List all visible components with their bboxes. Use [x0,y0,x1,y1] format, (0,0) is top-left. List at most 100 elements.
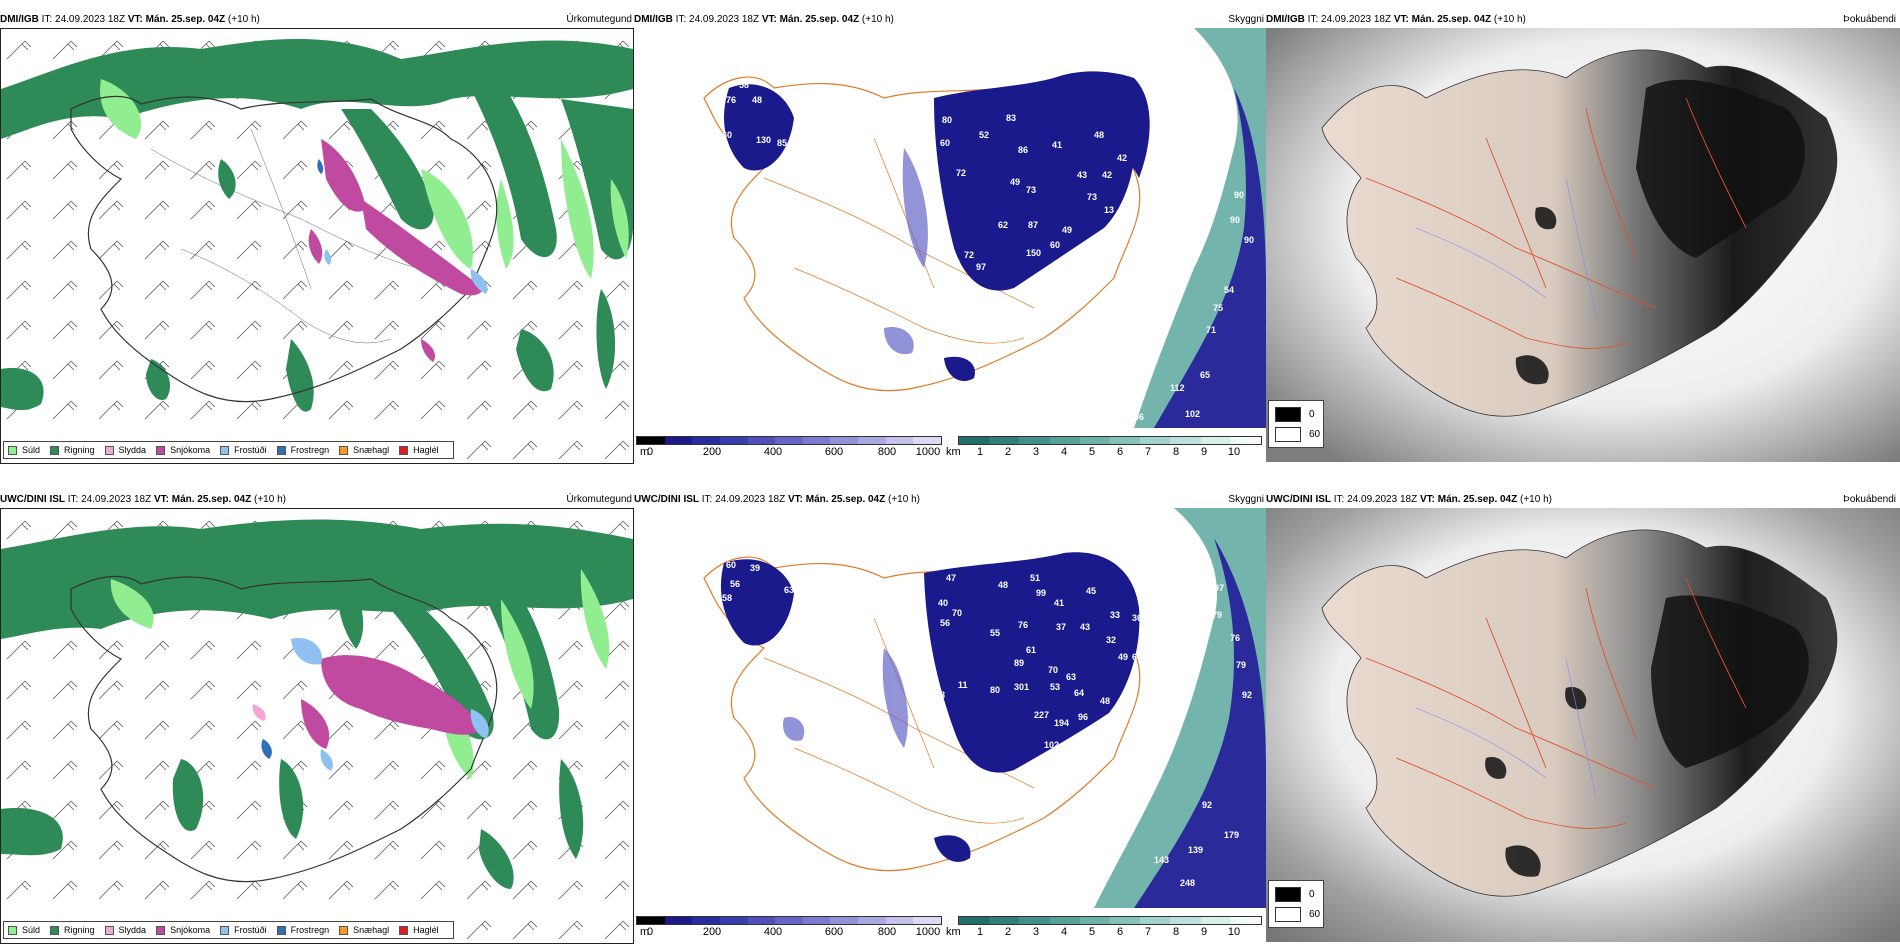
tick: 2 [1004,446,1012,458]
visibility-colorbar-stops [958,916,1262,925]
svg-text:86: 86 [1018,145,1028,155]
it-value: 24.09.2023 18Z [55,14,126,25]
svg-text:56: 56 [730,579,740,589]
svg-text:139: 139 [1044,272,1059,282]
svg-text:79: 79 [1236,660,1246,670]
svg-text:60: 60 [726,560,736,570]
panel-header: UWC/DINI ISL IT: 24.09.2023 18Z VT: Mán.… [0,492,634,508]
swatch [220,925,230,935]
ceiling-ticks: m 0 200 400 600 800 1000 [636,445,942,459]
fog-legend: 0 60 [1268,880,1324,928]
svg-text:162: 162 [1038,288,1053,298]
svg-text:71: 71 [1206,325,1216,335]
legend-item-frostudi: Frostúði [220,445,267,455]
panel-title: Úrkomutegund [566,14,632,25]
lead-time: (+10 h) [254,494,286,505]
precip-map-canvas [1,29,633,463]
svg-text:58: 58 [722,593,732,603]
svg-text:60: 60 [940,138,950,148]
svg-text:43: 43 [1077,170,1087,180]
svg-text:76: 76 [1018,620,1028,630]
legend-item-frostregn: Frostregn [276,445,329,455]
svg-text:92: 92 [1202,800,1212,810]
fog-map: 0 60 [1266,28,1900,464]
legend-item-haglel: Haglél [399,925,439,935]
tick: 8 [1172,926,1180,938]
tick: 1 [976,446,984,458]
panel-title: Skyggni [1228,14,1264,25]
svg-text:102: 102 [1185,409,1200,419]
ceiling-colorbar-stops [636,436,942,445]
swatch [50,925,60,935]
svg-text:79: 79 [1212,610,1222,620]
swatch [1275,887,1301,902]
it-value: 24.09.2023 18Z [81,494,152,505]
legend-item-rigning: Rigning [50,925,95,935]
svg-text:76: 76 [1230,633,1240,643]
panel-title: Þokuábendi [1843,494,1896,505]
svg-text:49: 49 [1118,652,1128,662]
tick: 400 [763,446,783,458]
svg-text:48: 48 [752,95,762,105]
vt-label: VT: [1419,494,1435,505]
svg-text:90: 90 [1244,235,1254,245]
precip-map: Súld Rigning Slydda Snjókoma Frostúði Fr… [0,28,634,464]
swatch [276,445,286,455]
svg-text:112: 112 [1170,383,1185,393]
svg-text:15: 15 [914,878,924,888]
panel-header: DMI/IGB IT: 24.09.2023 18Z VT: Mán. 25.s… [1266,12,1900,28]
model-name: DMI/IGB [634,14,673,25]
tick: 200 [702,926,722,938]
swatch [339,925,349,935]
svg-text:72: 72 [964,250,974,260]
fog-legend-label: 60 [1309,909,1321,920]
it-label: IT: [701,494,713,505]
fog-legend-label: 60 [1309,429,1321,440]
svg-text:35: 35 [938,870,948,880]
swatch [156,445,166,455]
svg-text:64: 64 [1074,688,1084,698]
svg-text:45: 45 [1086,586,1096,596]
svg-text:56: 56 [940,618,950,628]
visibility-ticks: km 1 2 3 4 5 6 7 8 9 10 [946,445,1262,459]
svg-text:53: 53 [1050,682,1060,692]
tick: 200 [702,446,722,458]
ceiling-unit: m [640,926,650,938]
svg-text:49: 49 [1010,177,1020,187]
svg-text:130: 130 [756,135,771,145]
swatch [8,925,17,935]
legend-label: Rigning [64,925,95,935]
svg-text:73: 73 [1087,192,1097,202]
fog-panel-top: DMI/IGB IT: 24.09.2023 18Z VT: Mán. 25.s… [1266,12,1900,464]
legend-label: Haglél [413,925,439,935]
ceiling-unit: m [640,446,650,458]
legend-label: Slydda [118,445,147,455]
cloud-map: 60 39 56 58 63 47 48 51 99 41 45 33 36 9… [634,508,1266,944]
svg-text:70: 70 [1118,278,1128,288]
svg-text:48: 48 [1094,130,1104,140]
tick: 0 [646,926,654,938]
legend-label: Snjókoma [170,445,211,455]
vt-value: Mán. 25.sep. 04Z [171,494,252,505]
cloud-panel-bottom: UWC/DINI ISL IT: 24.09.2023 18Z VT: Mán.… [634,492,1266,944]
cloud-value-labels: 58 76 48 60 130 85 80 60 83 41 48 52 42 … [722,80,1254,422]
svg-text:61: 61 [1026,645,1036,655]
svg-text:60: 60 [722,130,732,140]
swatch [156,925,166,935]
it-value: 24.09.2023 18Z [689,14,760,25]
legend-item-snjokoma: Snjókoma [156,925,210,935]
svg-text:51: 51 [1030,573,1040,583]
tick: 9 [1200,926,1208,938]
visibility-ticks: km 1 2 3 4 5 6 7 8 9 10 [946,925,1262,939]
ceiling-colorbar: m 0 200 400 600 800 1000 [636,436,942,462]
legend-label: Slydda [118,925,147,935]
ceiling-colorbar: m 0 200 400 600 800 1000 [636,916,942,942]
tick: 10 [1227,446,1241,458]
precip-map: Súld Rigning Slydda Snjókoma Frostúði Fr… [0,508,634,944]
legend-item-sudl: Súld [8,925,40,935]
fog-map: 0 60 [1266,508,1900,944]
svg-text:58: 58 [739,80,749,90]
svg-text:179: 179 [1224,830,1239,840]
svg-text:138: 138 [930,690,945,700]
svg-text:99: 99 [1036,588,1046,598]
